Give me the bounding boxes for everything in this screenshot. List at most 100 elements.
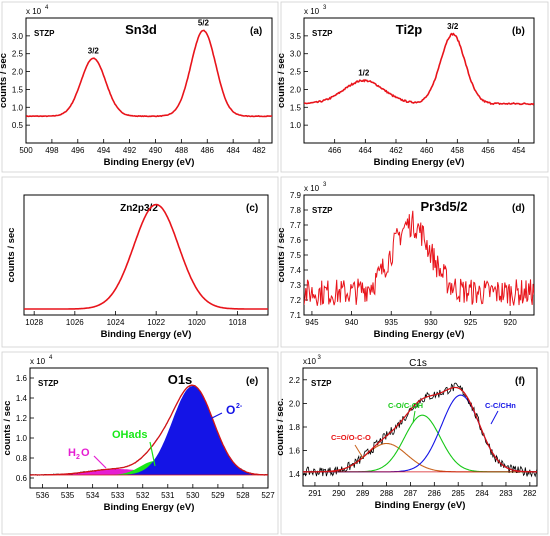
x-tick-label: 533 [111,491,125,500]
y-tick-label: 2.5 [12,50,24,59]
x-tick-label: 458 [451,146,465,155]
x-tick-label: 482 [252,146,266,155]
x-tick-label: 286 [428,489,442,498]
ohads-label: OHads [112,429,147,441]
x-axis-label: Binding Energy (eV) [104,502,195,513]
panel-border [280,351,549,535]
y-tick-label: 1.0 [290,121,302,130]
series-line [26,29,272,118]
plot-area [303,17,535,144]
plot-area [25,17,273,144]
o2-arrow [199,412,223,425]
y-exponent-power: 4 [49,355,53,361]
component-fill-2 [30,386,268,475]
x-tick-label: 500 [19,146,33,155]
h2o-label: H [68,447,76,459]
x-tick-label: 498 [45,146,59,155]
c-c-label: C-C/CHn [485,401,516,410]
x-tick-label: 486 [201,146,215,155]
x-tick-label: 529 [211,491,225,500]
y-exponent: x10 [303,357,316,366]
panel-letter: (e) [246,376,258,387]
y-tick-label: 1.0 [16,434,28,443]
series-line [24,203,268,310]
y-axis-label: counts / sec [276,53,287,108]
raw-data-line [303,382,537,478]
plot-content [304,210,534,307]
envelope-line [30,384,268,476]
y-axis-label: counts / sec [2,401,13,456]
x-tick-label: 289 [356,489,370,498]
x-tick-label: 464 [359,146,373,155]
x-tick-label: 528 [236,491,250,500]
x-tick-label: 460 [420,146,434,155]
x-tick-label: 531 [161,491,175,500]
sample-label: STZP [34,29,55,38]
y-axis-label: counts / sec [6,228,17,283]
h2o-label-sub: 2 [76,454,80,461]
y-tick-label: 7.5 [290,251,302,260]
y-tick-label: 1.6 [16,374,28,383]
y-tick-label: 1.8 [289,423,301,432]
c-oh-arrow [412,410,416,424]
x-tick-label: 527 [261,491,275,500]
panel-c: 1028 1026 1024 1022 1020 1018 Binding Energy (… [1,176,279,348]
y-axis-label: counts / sec [0,53,9,108]
panel-title: C1s [409,358,427,369]
panel-title: Ti2p [396,22,423,37]
x-tick-label: 283 [499,489,513,498]
x-tick-label: 1020 [188,318,206,327]
plot-content [26,29,272,118]
sample-label: STZP [312,29,333,38]
y-exponent: x 10 [304,7,320,16]
c-c-arrow [490,410,499,425]
plot-content [303,382,537,478]
x-tick-label: 925 [464,318,478,327]
y-tick-label: 1.6 [289,447,301,456]
x-tick-label: 534 [86,491,100,500]
series-line [304,32,534,106]
y-tick-label: 1.0 [12,103,24,112]
plot-content [30,384,268,476]
x-tick-label: 1018 [229,318,247,327]
x-tick-label: 494 [97,146,111,155]
x-tick-label: 496 [71,146,85,155]
h2o-label-rest: O [81,447,90,459]
x-tick-label: 1024 [107,318,125,327]
y-tick-label: 2.0 [12,68,24,77]
panel-a: 500 498 496 494 492 490 488 486 484 482 0.5 1.0 1.5 2… [0,1,279,173]
panel-e: 536 535 534 533 532 531 530 529 528 527 0.6 0.8 1.0 1… [1,351,279,535]
y-exponent: x 10 [304,184,320,193]
c-oh-label: C-O/C-OH [388,401,423,410]
sample-label: STZP [312,206,333,215]
envelope-line [303,386,537,473]
x-tick-label: 488 [175,146,189,155]
c-o-arrow [354,444,364,459]
panel-border [280,1,549,173]
panel-title: Zn2p3/2 [120,203,158,214]
y-tick-label: 7.1 [290,311,302,320]
x-tick-label: 290 [332,489,346,498]
sample-label: STZP [38,379,59,388]
panel-border [1,351,279,535]
x-tick-label: 287 [404,489,418,498]
x-tick-label: 490 [149,146,163,155]
panel-title: Pr3d5/2 [421,199,468,214]
panel-border [280,176,549,348]
panel-letter: (b) [512,26,525,37]
y-tick-label: 3.0 [12,32,24,41]
x-tick-label: 466 [328,146,342,155]
plot-area [302,367,538,487]
panel-letter: (f) [515,376,525,387]
y-tick-label: 2.2 [289,376,301,385]
y-tick-label: 7.7 [290,221,302,230]
x-tick-label: 291 [308,489,322,498]
peak-label: 1/2 [358,69,370,78]
panel-b: 466 464 462 460 458 456 454 1.0 1.5 2.0 2.5 3.0 3.5 B… [276,1,549,173]
panel-title: Sn3d [125,22,157,37]
h2o-arrow [93,455,107,469]
series-line [304,210,534,307]
x-tick-label: 935 [385,318,399,327]
x-tick-label: 492 [123,146,137,155]
